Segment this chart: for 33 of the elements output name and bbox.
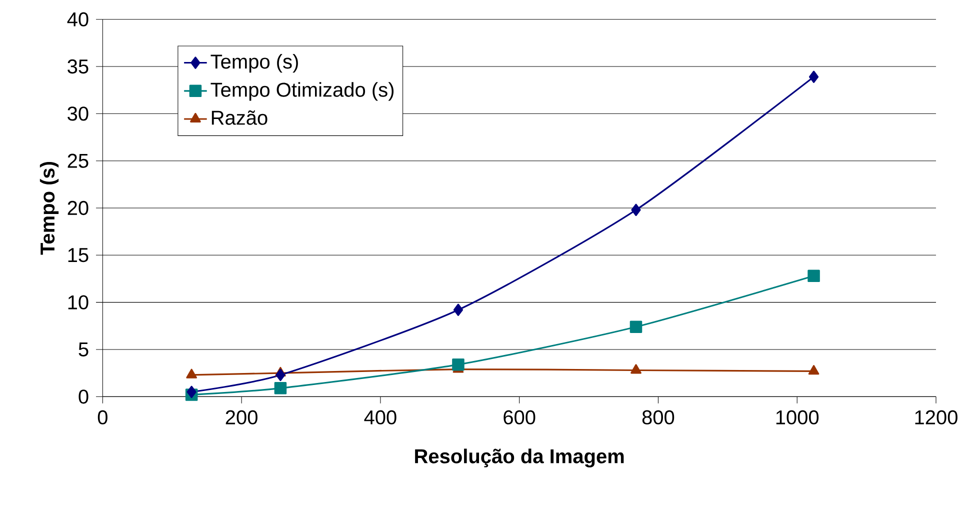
x-axis-title: Resolução da Imagem — [415, 448, 624, 468]
y-tick-label: 30 — [68, 106, 88, 121]
point — [630, 364, 642, 374]
y-axis-title: Tempo (s) — [40, 162, 59, 255]
legend-label: Razão — [212, 110, 268, 125]
x-tick-label: 1200 — [915, 410, 958, 424]
y-tick-label: 10 — [68, 295, 88, 310]
x-tick-label: 600 — [504, 410, 536, 424]
point — [186, 386, 196, 398]
x-tick-label: 400 — [364, 410, 396, 424]
point — [453, 304, 464, 316]
y-tick-label: 35 — [68, 59, 88, 74]
y-tick-label: 0 — [78, 390, 88, 404]
legend-label: Tempo (s) — [210, 54, 298, 73]
point — [630, 320, 642, 333]
point — [274, 382, 287, 394]
point — [808, 365, 820, 375]
y-tick-label: 25 — [68, 154, 88, 168]
point — [452, 358, 464, 371]
x-tick-label: 0 — [98, 410, 108, 424]
point — [631, 204, 641, 216]
x-tick-label: 1000 — [776, 410, 819, 424]
point — [186, 368, 197, 378]
point — [808, 270, 820, 282]
y-tick-label: 40 — [67, 12, 88, 26]
y-tick-label: 15 — [68, 248, 88, 262]
point — [808, 70, 819, 84]
point — [276, 368, 286, 382]
x-tick-label: 200 — [226, 410, 258, 424]
legend-label: Tempo Otimizado (s) — [210, 82, 394, 101]
x-tick-label: 800 — [642, 410, 674, 424]
y-tick-label: 5 — [78, 342, 88, 356]
y-tick-label: 20 — [68, 200, 88, 216]
